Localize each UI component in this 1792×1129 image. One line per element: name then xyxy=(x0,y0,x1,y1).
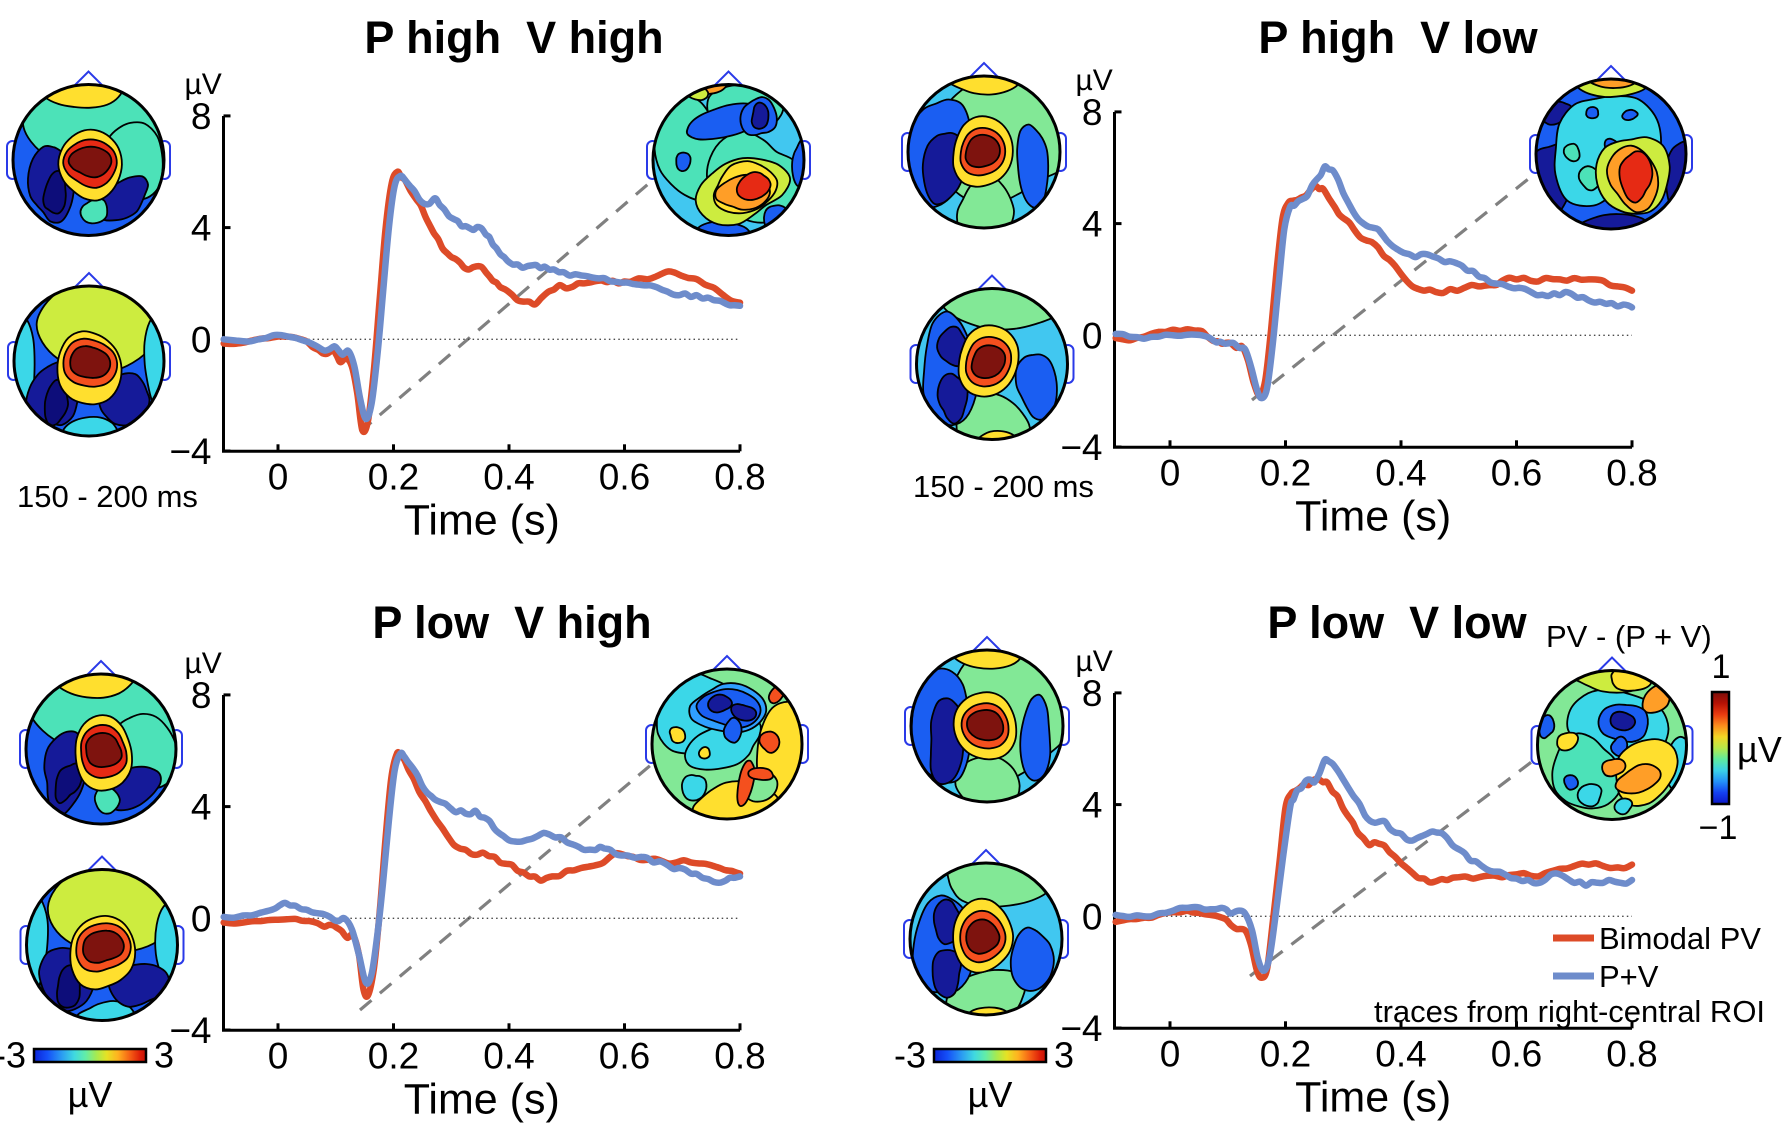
svg-text:0: 0 xyxy=(1160,1033,1181,1074)
svg-text:0.2: 0.2 xyxy=(1260,1033,1311,1074)
svg-text:0.6: 0.6 xyxy=(599,456,650,497)
svg-text:−4: −4 xyxy=(1060,427,1102,468)
svg-text:−1: −1 xyxy=(1699,809,1738,847)
svg-text:4: 4 xyxy=(1082,785,1103,826)
svg-text:0: 0 xyxy=(1082,315,1103,356)
svg-text:150 - 200 ms: 150 - 200 ms xyxy=(913,469,1094,504)
svg-text:Bimodal PV: Bimodal PV xyxy=(1599,921,1761,956)
svg-text:1: 1 xyxy=(1712,648,1731,686)
svg-text:3: 3 xyxy=(154,1035,174,1076)
svg-text:0.6: 0.6 xyxy=(1491,1033,1542,1074)
svg-text:0.6: 0.6 xyxy=(1491,452,1542,493)
svg-text:-3: -3 xyxy=(0,1035,26,1076)
svg-text:0.8: 0.8 xyxy=(1606,1033,1657,1074)
svg-text:0: 0 xyxy=(191,319,212,360)
svg-text:µV: µV xyxy=(1737,729,1782,770)
svg-text:µV: µV xyxy=(1076,64,1113,97)
svg-text:µV: µV xyxy=(1076,645,1113,678)
svg-text:P high V high: P high V high xyxy=(364,12,663,63)
svg-text:P low V low: P low V low xyxy=(1267,597,1527,648)
svg-text:traces from right-central ROI: traces from right-central ROI xyxy=(1374,994,1765,1029)
svg-text:0: 0 xyxy=(1160,452,1181,493)
svg-text:0.4: 0.4 xyxy=(1375,1033,1426,1074)
svg-text:3: 3 xyxy=(1054,1035,1074,1076)
svg-text:0.2: 0.2 xyxy=(368,1035,419,1076)
svg-text:P high V low: P high V low xyxy=(1258,12,1538,63)
svg-text:0.4: 0.4 xyxy=(483,456,534,497)
svg-text:0: 0 xyxy=(268,1035,289,1076)
svg-text:−4: −4 xyxy=(169,431,211,472)
svg-text:0.4: 0.4 xyxy=(483,1035,534,1076)
svg-text:µV: µV xyxy=(968,1074,1013,1115)
svg-text:0.2: 0.2 xyxy=(368,456,419,497)
svg-text:P+V: P+V xyxy=(1599,959,1659,994)
svg-text:4: 4 xyxy=(191,208,212,249)
svg-text:−4: −4 xyxy=(169,1010,211,1051)
svg-text:4: 4 xyxy=(191,787,212,828)
svg-text:µV: µV xyxy=(185,68,222,101)
svg-text:0.8: 0.8 xyxy=(1606,452,1657,493)
svg-text:0.2: 0.2 xyxy=(1260,452,1311,493)
svg-text:0: 0 xyxy=(1082,896,1103,937)
svg-text:µV: µV xyxy=(68,1074,113,1115)
svg-text:Time (s): Time (s) xyxy=(404,1075,560,1123)
svg-text:Time (s): Time (s) xyxy=(1295,492,1451,540)
svg-text:-3: -3 xyxy=(894,1035,926,1076)
svg-text:0.8: 0.8 xyxy=(714,1035,765,1076)
svg-text:150 - 200 ms: 150 - 200 ms xyxy=(17,479,198,514)
svg-text:−4: −4 xyxy=(1060,1008,1102,1049)
svg-text:8: 8 xyxy=(191,96,212,137)
svg-text:0.6: 0.6 xyxy=(599,1035,650,1076)
svg-text:Time (s): Time (s) xyxy=(404,496,560,544)
svg-text:PV - (P + V): PV - (P + V) xyxy=(1546,619,1712,654)
svg-text:4: 4 xyxy=(1082,204,1103,245)
svg-text:8: 8 xyxy=(1082,92,1103,133)
svg-text:µV: µV xyxy=(185,647,222,680)
svg-text:0.4: 0.4 xyxy=(1375,452,1426,493)
svg-text:P low V high: P low V high xyxy=(372,597,651,648)
svg-text:0: 0 xyxy=(191,898,212,939)
svg-text:0.8: 0.8 xyxy=(714,456,765,497)
svg-text:8: 8 xyxy=(191,675,212,716)
svg-text:Time (s): Time (s) xyxy=(1295,1073,1451,1121)
svg-text:0: 0 xyxy=(268,456,289,497)
svg-text:8: 8 xyxy=(1082,673,1103,714)
